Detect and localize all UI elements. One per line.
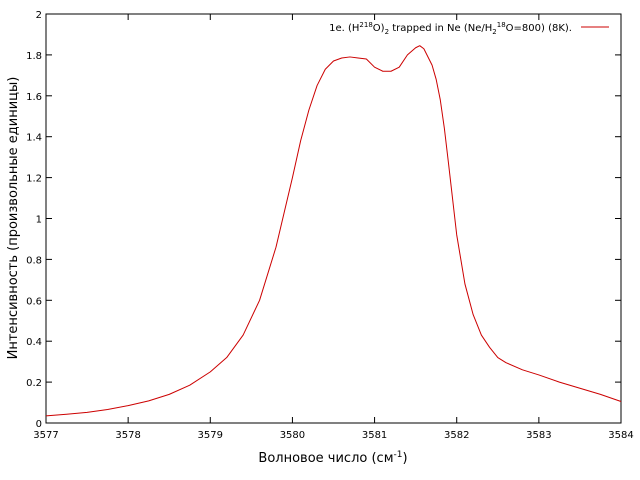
plot-frame (45, 13, 622, 424)
x-tick-label: 3577 (33, 430, 58, 441)
y-tick-label: 1.4 (26, 133, 42, 144)
y-tick-label: 1.6 (26, 92, 42, 103)
axis-ticks (45, 13, 622, 424)
x-tick-label: 3579 (198, 430, 223, 441)
y-tick-label: 2 (36, 10, 42, 21)
x-tick-label: 3582 (444, 430, 469, 441)
y-tick-label: 0.2 (26, 378, 42, 389)
series-layer (45, 45, 622, 417)
y-tick-label: 0.8 (26, 255, 42, 266)
y-tick-label: 1 (36, 215, 42, 226)
legend: 1e. (H218O)2 trapped in Ne (Ne/H218O=800… (329, 21, 609, 36)
y-axis-title: Интенсивность (произвольные единицы) (6, 77, 21, 360)
y-tick-label: 0.4 (26, 337, 42, 348)
series-line-0 (45, 45, 622, 417)
x-tick-label: 3581 (362, 430, 387, 441)
y-tick-label: 0.6 (26, 296, 42, 307)
legend-label: 1e. (H218O)2 trapped in Ne (Ne/H218O=800… (329, 21, 572, 36)
axis-tick-labels: 3577 3578 3579 3580 3581 3582 3583 3584 0 0.2 0.4 0… (26, 10, 634, 441)
x-tick-label: 3580 (280, 430, 305, 441)
y-tick-label: 1.8 (26, 51, 42, 62)
y-tick-label: 1.2 (26, 174, 42, 185)
x-tick-label: 3583 (526, 430, 551, 441)
x-tick-label: 3578 (115, 430, 140, 441)
x-tick-label: 3584 (608, 430, 633, 441)
y-tick-label: 0 (36, 419, 42, 430)
x-axis-title: Волновое число (см-1) (258, 450, 407, 466)
